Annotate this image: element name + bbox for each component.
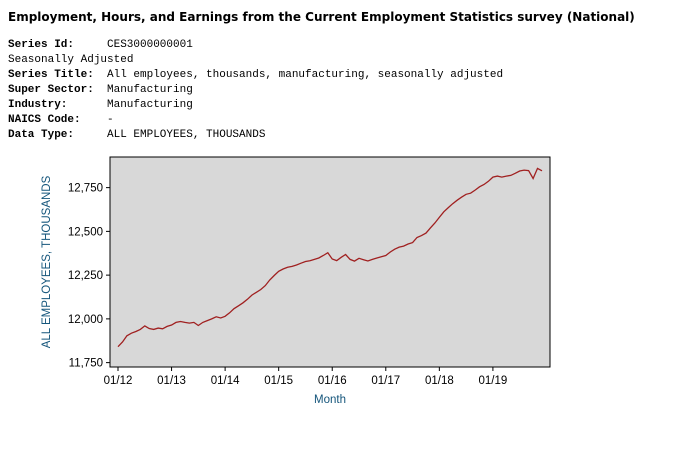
y-axis-title: ALL EMPLOYEES, THOUSANDS [41,175,53,348]
meta-row-series-id: Series Id: CES3000000001 [8,38,678,53]
meta-row-series-title: Series Title: All employees, thousands, m… [8,68,678,83]
employment-line-chart: 11,750 12,000 12,250 12,500 12,750 01/12 01/13… [41,156,551,406]
x-tick-label: 01/12 [104,375,133,387]
meta-row-industry: Industry: Manufacturing [8,98,678,113]
meta-value: ALL EMPLOYEES, THOUSANDS [107,129,266,141]
meta-label: Super Sector: [8,84,94,96]
meta-row-naics-code: NAICS Code: - [8,113,678,128]
x-tick-label: 01/13 [157,375,186,387]
meta-value: CES3000000001 [107,39,193,51]
meta-value: - [107,114,114,126]
plot-area [109,156,551,368]
x-tick-label: 01/17 [371,375,400,387]
meta-label: Data Type: [8,129,75,141]
chart-container: 11,750 12,000 12,250 12,500 12,750 01/12 01/13… [38,151,678,416]
meta-label: Series Id: [8,39,75,51]
x-tick-label: 01/14 [211,375,240,387]
series-line [117,167,543,348]
page-title: Employment, Hours, and Earnings from the… [8,10,635,24]
y-tick-label: 12,000 [68,314,103,326]
y-tick-label: 12,250 [68,270,103,282]
meta-label: NAICS Code: [8,114,81,126]
x-tick-label: 01/15 [264,375,293,387]
x-tick-label: 01/16 [318,375,347,387]
x-axis-title: Month [314,394,346,406]
meta-row-data-type: Data Type: ALL EMPLOYEES, THOUSANDS [8,128,678,143]
x-tick-label: 01/18 [425,375,454,387]
x-tick-label: 01/19 [479,375,508,387]
meta-value: Manufacturing [107,84,193,96]
series-metadata: Series Id: CES3000000001 Seasonally Adjus… [8,38,678,143]
meta-label: Series Title: [8,69,94,81]
meta-row-super-sector: Super Sector: Manufacturing [8,83,678,98]
meta-row-seasonal-note: Seasonally Adjusted [8,54,134,66]
meta-value: All employees, thousands, manufacturing,… [107,69,504,81]
y-tick-label: 12,500 [68,226,103,238]
y-tick-label: 11,750 [69,358,103,370]
meta-value: Manufacturing [107,99,193,111]
meta-label: Industry: [8,99,68,111]
y-tick-label: 12,750 [68,183,103,195]
